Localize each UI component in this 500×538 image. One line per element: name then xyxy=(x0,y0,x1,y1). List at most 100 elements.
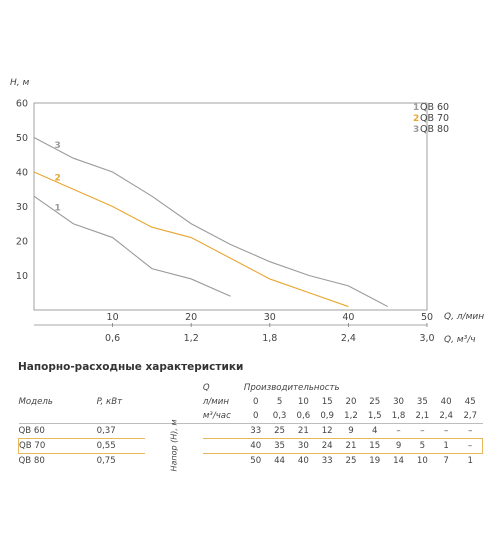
flow-m3h-cell: 2,4 xyxy=(434,409,459,424)
legend-label: QB 60 xyxy=(420,102,449,113)
flow-m3h-cell: 0,6 xyxy=(291,409,316,424)
pump-performance-chart: H, м Q, л/мин Q, м³/ч 10 20 30 40 50 60 10 20 3… xyxy=(10,78,484,345)
series-line-1 xyxy=(33,195,231,297)
legend-number: 1 xyxy=(413,103,419,113)
head-value-cell: 15 xyxy=(362,438,387,454)
head-value-cell: 33 xyxy=(321,456,333,466)
x-axis-label: Q, л/мин xyxy=(444,312,484,322)
performance-table: Q Производительность Модель P, кВт л/мин… xyxy=(17,381,484,472)
head-value-cell: 1 xyxy=(467,456,473,466)
head-value-cell: 25 xyxy=(345,456,357,466)
head-value-cell: 1 xyxy=(434,438,459,454)
flow-m3h-cell: 2,1 xyxy=(410,409,435,424)
legend-label: QB 70 xyxy=(420,113,449,124)
x-tick-label: 40 xyxy=(342,312,354,323)
y-tick-label: 20 xyxy=(16,237,28,248)
flow-lmin-cell: 20 xyxy=(345,397,357,407)
legend-number: 2 xyxy=(413,114,419,124)
q-label: Q xyxy=(202,383,210,393)
x2-tick-label: 0,6 xyxy=(105,333,120,344)
unit-lmin: л/мин xyxy=(202,397,229,407)
head-value-cell: 24 xyxy=(315,438,340,454)
legend: 1 QB 602 QB 703 QB 80 xyxy=(413,102,449,135)
curves: 1 2 3 xyxy=(33,137,388,308)
flow-lmin-cell: 40 xyxy=(440,397,452,407)
flow-m3h-cell: 0,3 xyxy=(267,409,292,424)
head-value-cell: 9 xyxy=(386,438,411,454)
table-title: Напорно-расходные характеристики xyxy=(18,361,244,373)
y-tick-labels: 10 20 30 40 50 60 xyxy=(16,99,28,283)
curve-number-label: 2 xyxy=(54,173,60,183)
power-cell: 0,75 xyxy=(96,456,116,466)
head-value-cell: – xyxy=(420,426,425,436)
x2-tick-label: 1,2 xyxy=(184,333,199,344)
head-value-cell: 30 xyxy=(291,438,316,454)
flow-lmin-cell: 10 xyxy=(297,397,309,407)
series-line-2 xyxy=(33,171,349,308)
power-cell: 0,55 xyxy=(96,438,146,454)
head-value-cell: 14 xyxy=(393,456,405,466)
head-value-cell: 40 xyxy=(297,456,309,466)
model-cell: QB 60 xyxy=(18,426,45,436)
x-tick-labels: 10 20 30 40 50 xyxy=(107,312,433,323)
flow-lmin-cell: 0 xyxy=(253,397,259,407)
x-tick-label: 50 xyxy=(421,312,433,323)
x2-tick-label: 1,8 xyxy=(262,333,277,344)
productivity-label: Производительность xyxy=(243,383,340,393)
head-value-cell: 21 xyxy=(339,438,363,454)
head-value-cell: – xyxy=(444,426,449,436)
y-tick-label: 30 xyxy=(16,202,28,213)
x2-tick-labels: 0,6 1,2 1,8 2,4 3,0 xyxy=(34,323,435,344)
table-row: QB 70 0,55 40 35 30 24 21 15 9 5 1– xyxy=(17,438,484,454)
y-tick-label: 60 xyxy=(16,99,28,110)
power-header: P, кВт xyxy=(96,397,123,407)
head-value-cell: 5 xyxy=(410,438,435,454)
flow-m3h-cell: 1,8 xyxy=(386,409,411,424)
head-value-cell: 50 xyxy=(250,456,262,466)
table-header-row-1: Q Производительность xyxy=(19,381,483,395)
x2-tick-label: 2,4 xyxy=(341,333,356,344)
head-value-cell: 10 xyxy=(416,456,428,466)
model-cell: QB 70 xyxy=(17,438,97,454)
head-value-cell: 12 xyxy=(321,426,333,436)
x-tick-label: 10 xyxy=(107,312,119,323)
flow-lmin-cell: 35 xyxy=(416,397,428,407)
legend-number: 3 xyxy=(413,125,419,135)
head-value-cell: 44 xyxy=(274,456,286,466)
head-value-cell: 19 xyxy=(369,456,381,466)
curve-number-label: 3 xyxy=(54,141,60,151)
flow-m3h-cell: 0 xyxy=(243,409,268,424)
x-tick-label: 30 xyxy=(264,312,276,323)
y-axis-label: H, м xyxy=(10,78,29,88)
flow-m3h-cell: 1,2 xyxy=(339,409,363,424)
head-value-cell: 7 xyxy=(443,456,449,466)
head-value-cell: 21 xyxy=(297,426,309,436)
y-tick-label: 40 xyxy=(16,168,28,179)
x2-tick-label: 3,0 xyxy=(419,333,434,344)
head-value-cell: 33 xyxy=(250,426,262,436)
table-header-row-2: Модель P, кВт л/мин 0 5 10 15 20 25 30 35 40 45 xyxy=(19,395,483,409)
flow-lmin-cell: 45 xyxy=(464,397,476,407)
head-value-cell: 9 xyxy=(348,426,354,436)
series-line-3 xyxy=(33,137,388,308)
x-tick-label: 20 xyxy=(185,312,197,323)
plot-frame xyxy=(33,102,428,311)
head-value-cell: 40 xyxy=(243,438,268,454)
head-value-cell: 35 xyxy=(267,438,292,454)
head-value-cell: – xyxy=(396,426,401,436)
head-value-cell: 4 xyxy=(372,426,378,436)
power-cell: 0,37 xyxy=(96,426,116,436)
flow-lmin-cell: 15 xyxy=(321,397,333,407)
flow-m3h-cell: 2,7 xyxy=(458,409,483,424)
curve-number-label: 1 xyxy=(54,204,60,214)
legend-label: QB 80 xyxy=(420,124,449,135)
y-tick-label: 50 xyxy=(16,133,28,144)
unit-m3h: м³/час xyxy=(202,409,244,424)
table-row: QB 60 0,37 Напор (H), м 33 25 21 12 9 4– – – – xyxy=(18,419,483,471)
table-header-row-3: м³/час 0 0,3 0,6 0,9 1,2 1,5 1,8 2,1 2,4 2,7 xyxy=(18,409,483,424)
flow-lmin-cell: 30 xyxy=(393,397,405,407)
flow-lmin-cell: 25 xyxy=(369,397,381,407)
head-value-cell: – xyxy=(458,438,484,454)
flow-m3h-cell: 1,5 xyxy=(362,409,387,424)
table-row: QB 80 0,75 50 44 40 33 25 19 14 10 7 1 xyxy=(19,454,483,469)
